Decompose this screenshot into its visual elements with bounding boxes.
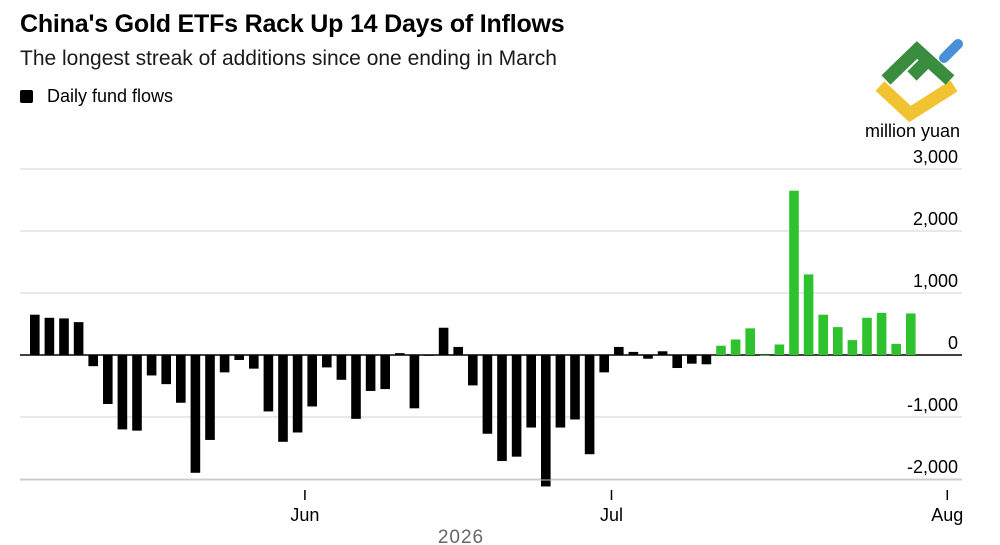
bar [774,344,785,355]
bar [818,314,828,355]
bar [176,355,186,403]
bar [307,355,317,407]
bar [687,355,697,364]
bar [833,327,843,355]
x-tick-label: Jun [290,505,319,525]
bar [847,340,858,355]
bar [103,355,113,404]
y-tick-label: 3,000 [913,147,958,167]
bar [906,313,916,355]
brand-logo-icon [875,39,963,123]
bar [44,317,55,355]
bar [526,355,536,428]
bar [292,355,303,433]
bar [219,355,230,373]
bar [803,274,814,355]
bar [453,346,463,355]
bar [234,355,244,360]
bar [599,355,609,373]
bar [511,355,522,457]
legend: Daily fund flows [20,86,173,107]
bar [205,355,215,440]
bar [336,355,347,380]
bar [672,355,682,369]
bar [497,355,507,462]
bar [614,346,624,355]
legend-swatch [20,90,33,103]
bar [409,355,420,409]
bar [628,351,639,355]
bar [249,355,259,369]
chart-subtitle: The longest streak of additions since on… [20,47,557,70]
bar [891,343,901,355]
bar [424,355,434,356]
bar [380,355,390,390]
bar [555,355,566,428]
bar [263,355,274,412]
bar [322,355,332,368]
y-tick-label: -2,000 [907,457,958,477]
bar [88,355,98,367]
bar [278,355,288,442]
bar [876,312,887,355]
x-tick-label: Aug [931,505,963,525]
bar [351,355,361,419]
bar [584,355,595,455]
bar [146,355,157,376]
bar [789,190,799,355]
bar [730,339,741,355]
chart-title: China's Gold ETFs Rack Up 14 Days of Inf… [20,10,565,38]
bar [482,355,493,434]
bar [30,314,40,355]
bar [365,355,376,391]
y-tick-label: -1,000 [907,395,958,415]
bar [438,327,449,355]
bar [745,328,755,355]
bar [760,355,770,356]
bar [716,345,726,355]
bar [59,318,69,355]
y-tick-label: 0 [948,333,958,353]
bar [117,355,128,430]
legend-label: Daily fund flows [47,86,174,106]
bar [468,355,478,386]
x-axis-year-label: 2026 [438,527,484,545]
x-tick-label: Jul [600,505,623,525]
bar [570,355,580,420]
bar [701,355,712,365]
bar [541,355,551,487]
bar [161,355,171,385]
y-tick-label: 2,000 [913,209,958,229]
bar [395,353,405,355]
bar [132,355,142,431]
y-tick-label: 1,000 [913,271,958,291]
bar [73,322,84,355]
bar [190,355,201,473]
bar [643,355,653,359]
bar [657,351,668,355]
bar [862,317,872,355]
y-axis-unit-label: million yuan [864,121,960,141]
